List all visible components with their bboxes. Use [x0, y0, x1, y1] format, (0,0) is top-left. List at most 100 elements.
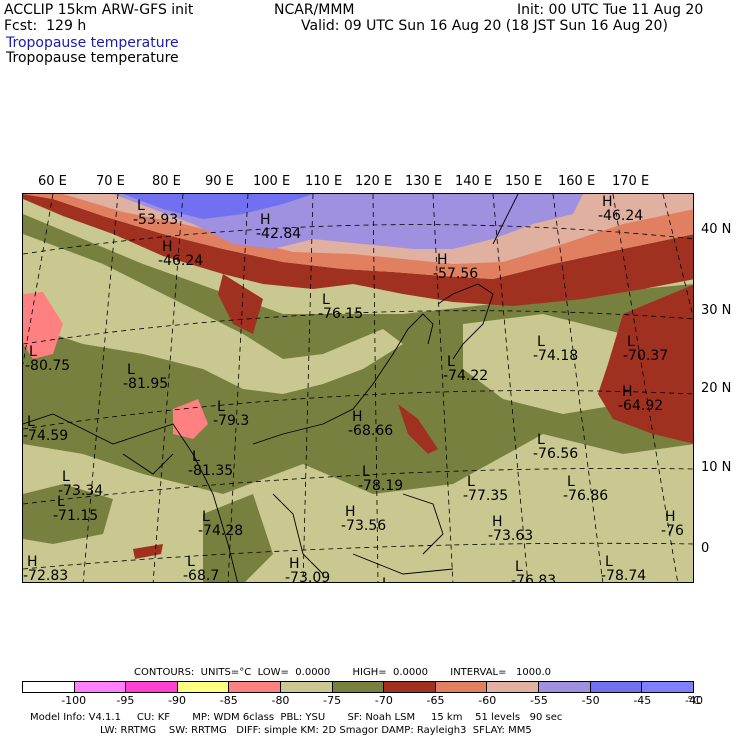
lon-label: 140 E	[455, 174, 493, 189]
model-info-line2: LW: RRTMG SW: RRTMG DIFF: simple KM: 2D …	[100, 725, 532, 736]
lat-label: 0	[701, 541, 710, 556]
colorbar-tick-label: -75	[323, 694, 342, 707]
colorbar-tick-label: -80	[271, 694, 290, 707]
extremum-value: -64.92	[618, 398, 663, 414]
extremum-value: -76.83	[511, 573, 556, 583]
extremum-value: -80.75	[25, 358, 70, 374]
extremum-value: -70.37	[623, 348, 668, 364]
colorbar-segment	[126, 682, 178, 692]
colorbar-segment	[435, 682, 488, 692]
extremum-value: -78.19	[358, 478, 403, 494]
extremum-value: -81.35	[188, 463, 233, 479]
extremum-value: -73.34	[58, 483, 103, 499]
shade-65-60-jet	[23, 194, 693, 306]
extremum-marker: L	[627, 334, 635, 350]
shade-tan-north-india	[23, 234, 403, 394]
extremum-marker: L	[137, 198, 145, 214]
extremum-marker: H	[289, 556, 300, 572]
extremum-marker: H	[492, 514, 503, 530]
extremum-marker: H	[27, 554, 38, 570]
lon-label: 60 E	[38, 174, 67, 189]
lat-label: 40 N	[701, 222, 732, 237]
map-panel: L -53.93 H -42.84 H -46.24 H -46.24 H -57.56 L -76.…	[22, 193, 694, 583]
extrema-labels: L-53.93 H-42.84H-46.24H-46.24H-57.56L-76.…	[23, 194, 684, 583]
lon-label: 160 E	[558, 174, 596, 189]
extremum-marker: H	[622, 384, 633, 400]
extremum-marker: H	[345, 504, 356, 520]
lon-label: 150 E	[505, 174, 543, 189]
extremum-marker: L	[27, 414, 35, 430]
valid-time: Valid: 09 UTC Sun 16 Aug 20 (18 JST Sun …	[301, 18, 668, 34]
extremum-marker: L	[29, 344, 37, 360]
contour-info: CONTOURS: UNITS=°C LOW= 0.0000 HIGH= 0.0…	[134, 667, 552, 678]
extremum-value: -76.15	[318, 306, 363, 322]
tropopause-temperature-map: L-53.93 H-42.84H-46.24H-46.24H-57.56L-76.…	[23, 194, 693, 583]
colorbar-segment	[332, 682, 385, 692]
colorbar-segment	[177, 682, 230, 692]
field-title-contour: Tropopause temperature	[6, 50, 179, 66]
extremum-marker: H	[602, 194, 613, 210]
extremum-marker: L	[127, 362, 135, 378]
extremum-value: -57.56	[433, 266, 478, 282]
lat-label: 20 N	[701, 381, 732, 396]
lon-label: 100 E	[253, 174, 291, 189]
lon-label: 130 E	[405, 174, 443, 189]
field-title-shaded: Tropopause temperature	[6, 35, 179, 51]
extremum-marker: L	[515, 559, 523, 575]
colorbar-tick-label: -60	[478, 694, 497, 707]
colorbar-tick-label: -65	[426, 694, 445, 707]
extremum-value: -68.66	[348, 423, 393, 439]
extremum-value: -73.09	[285, 570, 330, 583]
extremum-marker: L	[382, 576, 390, 583]
extremum-marker: L	[62, 469, 70, 485]
extremum-marker: L	[567, 474, 575, 490]
extremum-value: -79.3	[213, 413, 249, 429]
extremum-value: -76.56	[533, 446, 578, 462]
colorbar-tick-label: -50	[581, 694, 600, 707]
colorbar-tick-label: -70	[374, 694, 393, 707]
extremum-value: -42.84	[256, 226, 301, 242]
colorbar	[22, 681, 694, 693]
extremum-marker: L	[57, 494, 65, 510]
extremum-marker: L	[447, 354, 455, 370]
extremum-marker: L	[467, 474, 475, 490]
extremum-marker: L	[605, 554, 613, 570]
lon-label: 70 E	[96, 174, 125, 189]
colorbar-segment	[384, 682, 436, 692]
colorbar-segment	[281, 682, 333, 692]
shade-dark-red-tibet	[218, 274, 263, 334]
model-info-line1: Model Info: V4.1.1 CU: KF MP: WDM 6class…	[30, 712, 563, 723]
coastlines	[23, 194, 519, 582]
lon-label: 120 E	[355, 174, 393, 189]
extremum-marker: H	[260, 212, 271, 228]
extremum-value: -53.93	[133, 212, 178, 228]
colorbar-segment	[229, 682, 282, 692]
lon-label: 80 E	[152, 174, 181, 189]
graticule	[23, 194, 693, 582]
run-title: ACCLIP 15km ARW-GFS init	[4, 2, 194, 18]
extremum-marker: H	[437, 252, 448, 268]
lat-label: 10 N	[701, 460, 732, 475]
colorbar-tick-label: -95	[116, 694, 135, 707]
extremum-value: -74.59	[23, 428, 68, 444]
shade-olive-indochina	[203, 494, 273, 582]
extremum-value: -76.86	[563, 488, 608, 504]
extremum-marker: L	[202, 509, 210, 525]
colorbar-segment	[590, 682, 643, 692]
extremum-value: -74.28	[198, 523, 243, 539]
extremum-marker: L	[537, 334, 545, 350]
forecast-hour: Fcst: 129 h	[4, 18, 87, 34]
lon-label: 170 E	[612, 174, 650, 189]
extremum-marker: L	[322, 292, 330, 308]
colorbar-tick-label: -100	[61, 694, 87, 707]
init-time: Init: 00 UTC Tue 11 Aug 20	[517, 2, 704, 18]
extremum-value: -73.63	[488, 528, 533, 544]
lon-label: 90 E	[205, 174, 234, 189]
colorbar-tick-label: -90	[168, 694, 187, 707]
shade-coral-bay	[173, 399, 208, 439]
extremum-value: -77.35	[463, 488, 508, 504]
colorbar-segment	[23, 682, 75, 692]
extremum-value: -46.24	[158, 253, 203, 269]
colorbar-segment	[539, 682, 591, 692]
extremum-value: -81.95	[123, 376, 168, 392]
